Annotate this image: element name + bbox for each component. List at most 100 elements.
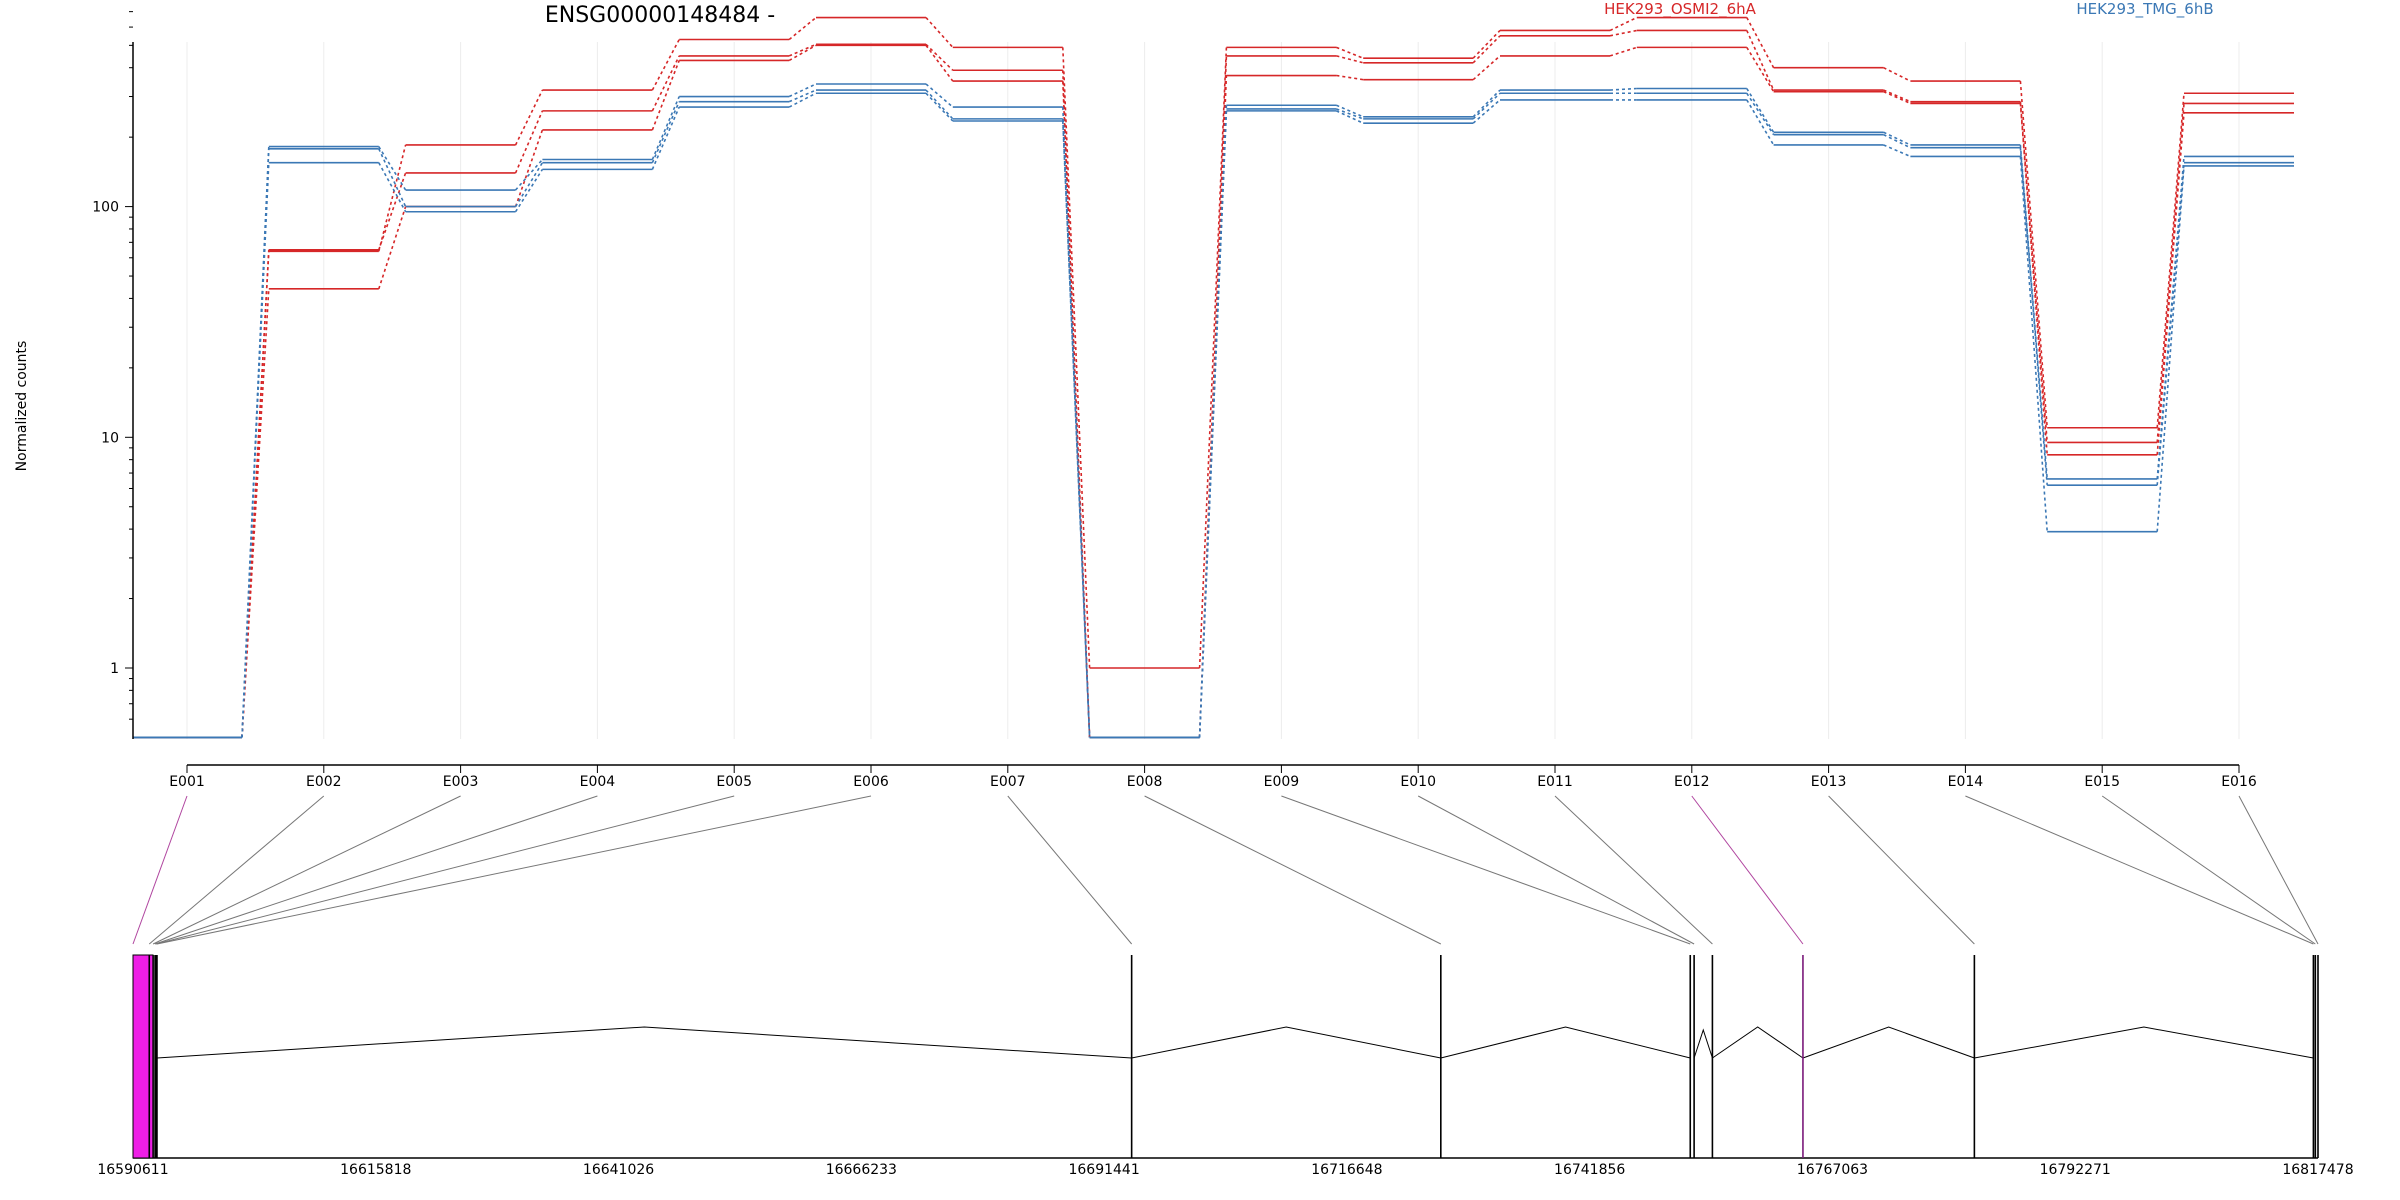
series-connector xyxy=(788,89,817,103)
legend-entry-osmi2: HEK293_OSMI2_6hA xyxy=(1604,0,1757,19)
exon-connector-e006 xyxy=(156,795,872,945)
series-connector xyxy=(1062,120,1091,738)
y-tick-label: 1 xyxy=(110,661,119,677)
series-connector xyxy=(1883,66,1911,82)
series-connector xyxy=(1336,46,1364,59)
series-connector xyxy=(1746,88,1775,133)
exon-connector-e004 xyxy=(154,795,598,945)
x-tick-label-e015: E015 xyxy=(2084,774,2120,790)
gene-model: 16590611 16615818 16641026 16666233 16691441… xyxy=(97,954,2354,1178)
series-connector xyxy=(514,89,544,146)
series-connector xyxy=(788,92,817,108)
series-connector xyxy=(788,44,817,62)
series-connector xyxy=(1609,87,1637,91)
series-osmi2-3 xyxy=(133,44,2294,739)
genomic-tick-label: 16716648 xyxy=(1311,1162,1382,1178)
intron-connector xyxy=(1131,1026,1441,1059)
exon-connector-e007 xyxy=(1007,795,1133,945)
series-connector xyxy=(2019,144,2048,479)
series-connector xyxy=(2019,103,2048,455)
exon-connector-e002 xyxy=(148,795,325,945)
genomic-tick-label: 16590611 xyxy=(97,1162,168,1178)
series-connector xyxy=(651,106,680,170)
exon-connector-e014 xyxy=(1965,795,2314,945)
series-connector xyxy=(1883,144,1911,158)
x-tick-label-e001: E001 xyxy=(169,774,205,790)
x-tick-label-e012: E012 xyxy=(1674,774,1710,790)
series-layer xyxy=(133,16,2294,739)
exon-connector-e008 xyxy=(1144,795,1442,945)
x-tick-label-e005: E005 xyxy=(716,774,752,790)
series-connector xyxy=(651,55,680,112)
intron-connector xyxy=(1693,1028,1713,1059)
series-connector xyxy=(1883,89,1911,103)
series-tmg-4 xyxy=(133,83,2294,739)
exon-connector-e005 xyxy=(155,795,735,945)
series-osmi2-1 xyxy=(133,16,2294,739)
genomic-tick-label: 16767063 xyxy=(1797,1162,1868,1178)
series-connector xyxy=(1746,92,1775,136)
series-connector xyxy=(1472,55,1501,81)
exon-connector-e003 xyxy=(152,795,461,945)
series-connector xyxy=(241,162,270,738)
genomic-tick-label: 16641026 xyxy=(583,1162,654,1178)
x-tick-label-e008: E008 xyxy=(1127,774,1163,790)
series-connector xyxy=(1062,118,1091,738)
x-tick-label-e011: E011 xyxy=(1537,774,1573,790)
series-connector xyxy=(1472,29,1501,59)
series-tmg-6 xyxy=(133,92,2294,739)
series-connector xyxy=(1472,89,1501,118)
intron-connector xyxy=(1712,1026,1804,1059)
series-connector xyxy=(925,16,954,48)
y-tick-label: 10 xyxy=(101,430,119,446)
series-connector xyxy=(1336,108,1364,120)
y-tick-label: 100 xyxy=(92,200,119,216)
series-connector xyxy=(1336,110,1364,124)
series-connector xyxy=(378,148,407,207)
series-connector xyxy=(1062,81,1091,738)
exon-connector-e016 xyxy=(2238,795,2319,945)
x-tick-label-e003: E003 xyxy=(443,774,479,790)
series-connector xyxy=(514,162,544,208)
series-connector xyxy=(2019,147,2048,486)
exon-connector-e012 xyxy=(1691,795,1804,945)
genomic-tick-label: 16817478 xyxy=(2282,1162,2353,1178)
series-connector xyxy=(378,146,407,191)
series-connector xyxy=(1883,90,1911,105)
genomic-tick-label: 16741856 xyxy=(1554,1162,1625,1178)
series-connector xyxy=(1746,99,1775,146)
series-connector xyxy=(1336,74,1364,81)
series-connector xyxy=(651,60,680,131)
series-connector xyxy=(378,206,407,290)
series-connector xyxy=(1062,47,1091,669)
intron-connector xyxy=(1440,1026,1691,1059)
series-connector xyxy=(1336,55,1364,64)
x-tick-label-e016: E016 xyxy=(2221,774,2257,790)
series-tmg-5 xyxy=(133,89,2294,739)
series-connector xyxy=(1746,46,1775,93)
intron-connector xyxy=(1802,1026,1975,1059)
series-connector xyxy=(378,172,407,251)
series-connector xyxy=(378,162,407,213)
series-connector xyxy=(1336,104,1364,118)
legend-entry-tmg: HEK293_TMG_6hB xyxy=(2076,0,2213,19)
x-tick-label-e004: E004 xyxy=(580,774,616,790)
chart-title: ENSG00000148484 - xyxy=(545,3,775,28)
series-connector xyxy=(925,89,954,120)
series-connector xyxy=(514,158,544,191)
series-connector xyxy=(2019,81,2048,428)
series-connector xyxy=(1609,29,1637,37)
series-connector xyxy=(925,44,954,82)
series-connector xyxy=(1609,16,1638,32)
intron-connector xyxy=(156,1026,1132,1059)
series-connector xyxy=(1883,131,1911,146)
series-connector xyxy=(2156,93,2185,428)
series-connector xyxy=(1746,30,1775,91)
exon-connector-e015 xyxy=(2101,795,2316,945)
x-tick-label-e002: E002 xyxy=(306,774,342,790)
series-connector xyxy=(651,96,680,160)
series-connector xyxy=(1609,46,1638,57)
series-connector xyxy=(788,16,817,41)
series-connector xyxy=(2019,156,2048,532)
